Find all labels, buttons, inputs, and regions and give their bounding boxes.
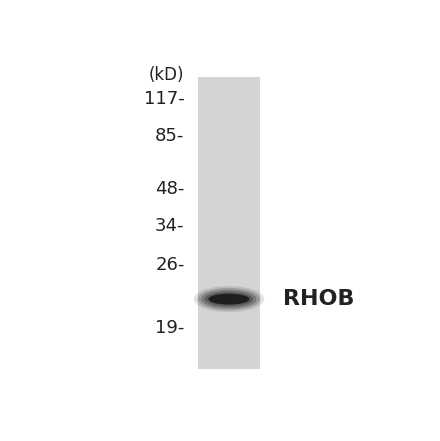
Ellipse shape (198, 288, 260, 310)
Ellipse shape (201, 290, 257, 308)
Text: RHOB: RHOB (283, 289, 355, 309)
Text: 19-: 19- (155, 319, 185, 337)
Ellipse shape (205, 292, 253, 306)
Text: 85-: 85- (155, 127, 185, 145)
Text: 26-: 26- (155, 256, 185, 274)
Text: (kD): (kD) (149, 66, 185, 84)
Ellipse shape (194, 286, 264, 312)
Text: 48-: 48- (155, 180, 185, 198)
Ellipse shape (209, 294, 249, 305)
Text: 117-: 117- (144, 90, 185, 108)
Text: 34-: 34- (155, 217, 185, 235)
FancyBboxPatch shape (198, 77, 260, 369)
Ellipse shape (209, 294, 249, 305)
